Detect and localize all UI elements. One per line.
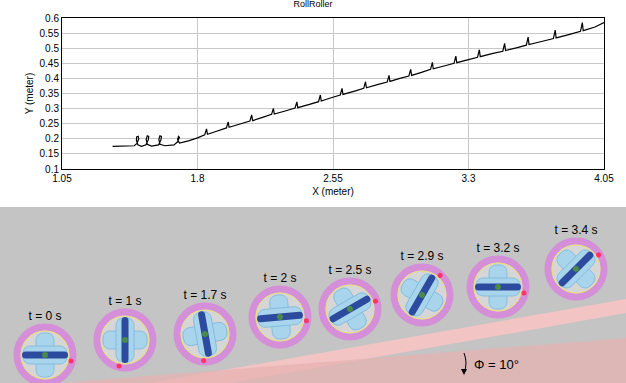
svg-text:t = 2.5 s: t = 2.5 s xyxy=(328,263,371,277)
svg-text:0.6: 0.6 xyxy=(45,13,59,24)
svg-text:0.25: 0.25 xyxy=(40,118,60,129)
svg-text:3.3: 3.3 xyxy=(462,173,476,184)
svg-text:t = 2 s: t = 2 s xyxy=(263,271,296,285)
svg-text:X (meter): X (meter) xyxy=(312,186,354,197)
svg-text:0.55: 0.55 xyxy=(40,28,60,39)
svg-text:Φ = 10°: Φ = 10° xyxy=(474,357,519,372)
svg-text:0.3: 0.3 xyxy=(45,103,59,114)
svg-text:RollRoller: RollRoller xyxy=(293,0,332,9)
svg-text:t = 3.2 s: t = 3.2 s xyxy=(476,241,519,255)
svg-text:0.35: 0.35 xyxy=(40,88,60,99)
svg-text:0.4: 0.4 xyxy=(45,73,59,84)
svg-text:1.05: 1.05 xyxy=(52,173,72,184)
svg-text:4.05: 4.05 xyxy=(594,173,614,184)
svg-text:0.45: 0.45 xyxy=(40,58,60,69)
svg-text:0.5: 0.5 xyxy=(45,43,59,54)
svg-text:t = 3.4 s: t = 3.4 s xyxy=(554,223,597,237)
svg-text:t = 0 s: t = 0 s xyxy=(28,309,61,323)
svg-text:0.1: 0.1 xyxy=(45,164,59,175)
svg-text:0.2: 0.2 xyxy=(45,133,59,144)
svg-text:Y (meter): Y (meter) xyxy=(24,73,35,115)
svg-text:t = 2.9 s: t = 2.9 s xyxy=(400,249,443,263)
svg-text:1.8: 1.8 xyxy=(191,173,205,184)
svg-text:t = 1.7 s: t = 1.7 s xyxy=(183,288,226,302)
svg-text:t = 1 s: t = 1 s xyxy=(108,294,141,308)
svg-text:0.15: 0.15 xyxy=(40,148,60,159)
svg-text:2.55: 2.55 xyxy=(323,173,343,184)
